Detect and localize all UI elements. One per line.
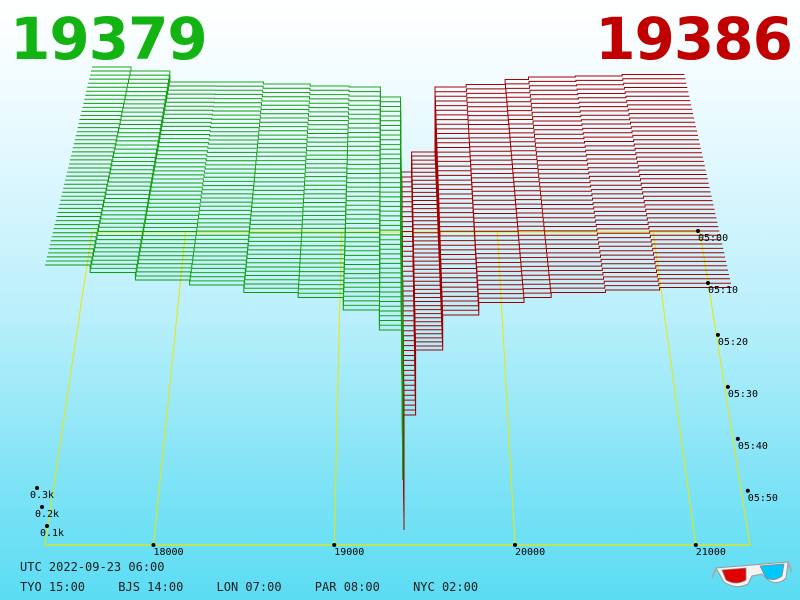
x-tick-label: 18000	[153, 547, 183, 558]
x-tick-label: 19000	[334, 547, 364, 558]
bid-depth-line	[45, 264, 404, 480]
bid-depth-line	[87, 86, 402, 249]
y-tick-label: 0.1k	[40, 528, 64, 539]
city-time-nyc: NYC 02:00	[413, 580, 479, 594]
ask-depth-line	[403, 282, 731, 524]
bid-depth-line	[61, 195, 403, 391]
time-tick-label: 05:50	[748, 493, 778, 504]
bid-depth-line	[49, 244, 403, 454]
y-tick-marker	[35, 486, 39, 490]
x-tick-marker	[513, 543, 517, 547]
bid-depth-line	[86, 90, 402, 254]
time-tick-marker	[705, 280, 710, 285]
bid-depth-line	[67, 171, 403, 359]
grid-line-price	[652, 231, 697, 546]
bid-depth-line	[50, 240, 403, 449]
time-tick-label: 05:00	[698, 233, 728, 244]
y-tick-marker	[45, 524, 49, 528]
time-tick-marker	[696, 229, 700, 233]
bid-depth-line	[91, 70, 402, 228]
utc-time: UTC 2022-09-23 06:00	[20, 560, 165, 574]
bid-depth-line	[88, 82, 402, 244]
time-tick-marker	[745, 488, 750, 493]
city-time-bjs: BJS 14:00	[118, 580, 184, 594]
bid-depth-line	[59, 203, 403, 401]
bid-depth-line	[60, 199, 403, 396]
time-tick-label: 05:40	[738, 441, 768, 452]
y-tick-label: 0.3k	[30, 490, 54, 501]
x-tick-marker	[693, 543, 698, 547]
bid-depth-line	[53, 228, 403, 433]
bid-depth-line	[90, 74, 402, 233]
y-tick-marker	[40, 505, 44, 509]
x-tick-marker	[332, 543, 337, 547]
grid-line-price	[152, 231, 187, 546]
ask-depth-line	[401, 74, 685, 225]
bid-depth-line	[65, 179, 403, 370]
ask-price: 19386	[595, 5, 793, 73]
bid-depth-line	[58, 207, 403, 407]
ask-depth-line	[403, 287, 732, 530]
y-tick-label: 0.2k	[35, 509, 59, 520]
x-tick-label: 21000	[696, 547, 726, 558]
bid-depth-line	[62, 191, 403, 386]
bid-price: 19379	[10, 5, 208, 73]
grid-line-price	[496, 231, 516, 546]
bid-depth-line	[51, 236, 403, 444]
bid-depth-line	[83, 102, 402, 270]
bid-depth-line	[52, 232, 403, 438]
city-times: TYO 15:00 BJS 14:00 LON 07:00 PAR 08:00 …	[20, 580, 504, 594]
bid-depth-line	[70, 155, 402, 338]
time-tick-label: 05:20	[718, 337, 748, 348]
bid-depth-line	[85, 94, 402, 259]
city-time-lon: LON 07:00	[216, 580, 282, 594]
bid-depth-line	[64, 183, 403, 375]
time-tick-marker	[725, 384, 730, 389]
time-tick-label: 05:30	[728, 389, 758, 400]
bid-depth-line	[57, 212, 403, 412]
city-time-par: PAR 08:00	[314, 580, 380, 594]
x-tick-label: 20000	[515, 547, 545, 558]
3d-glasses-icon[interactable]	[712, 556, 792, 592]
floor-outline	[44, 231, 751, 546]
bid-depth-line	[63, 187, 403, 380]
bid-depth-line	[82, 106, 402, 275]
x-tick-marker	[151, 543, 156, 547]
bid-depth-line	[89, 78, 402, 238]
bid-depth-line	[84, 98, 402, 265]
time-tick-marker	[715, 332, 720, 337]
city-time-tyo: TYO 15:00	[20, 580, 86, 594]
bid-depth-line	[66, 175, 403, 365]
bid-depth-line	[46, 260, 404, 475]
time-tick-marker	[735, 436, 740, 441]
bid-depth-line	[46, 256, 404, 470]
grid-line-price	[333, 231, 342, 546]
bid-depth-line	[48, 248, 404, 459]
time-tick-label: 05:10	[708, 285, 738, 296]
